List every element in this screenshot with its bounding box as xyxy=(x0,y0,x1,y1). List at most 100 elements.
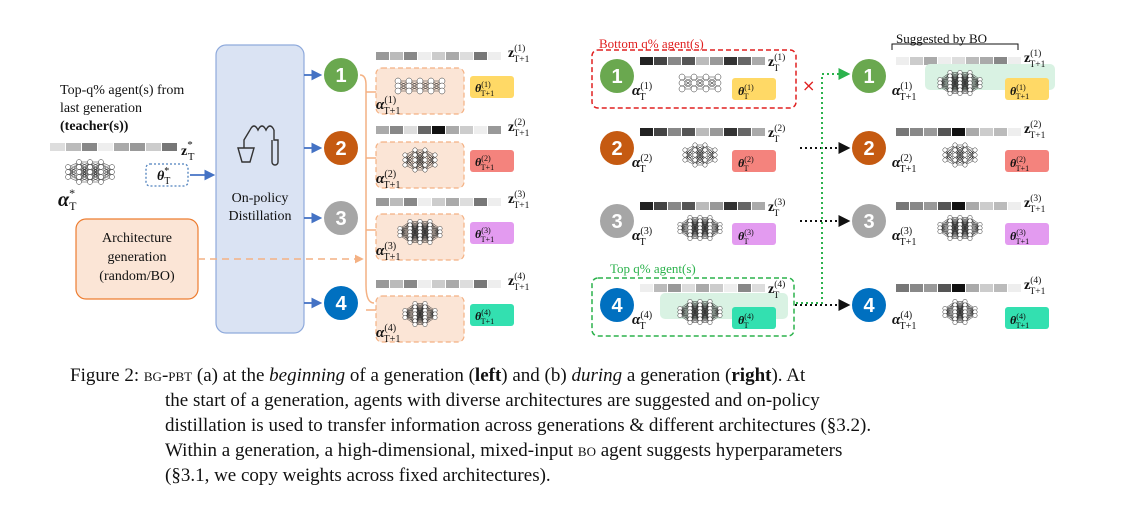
left-agent-circle: 4 xyxy=(324,286,358,320)
svg-text:2: 2 xyxy=(335,138,346,160)
left-agent-circle: 2 xyxy=(324,131,358,165)
left-z-bar xyxy=(376,198,501,206)
before-agent-theta-box xyxy=(732,150,776,172)
caption-line-3: distillation is used to transfer informa… xyxy=(165,415,872,436)
svg-text:3: 3 xyxy=(863,211,874,233)
figure-caption: Figure 2: bg-pbt (a) at the beginning of… xyxy=(70,363,1070,488)
after-agent-z-label: z(3)T+1 xyxy=(1024,194,1046,215)
before-agent-theta-label: θ(2)T xyxy=(738,154,754,174)
teacher-text-line2: last generation xyxy=(60,101,143,116)
teacher-text-line3: (teacher(s)) xyxy=(60,119,129,134)
left-agent-circle: 1 xyxy=(324,58,358,92)
svg-text:3: 3 xyxy=(611,211,622,233)
left-agent-network xyxy=(402,147,438,173)
after-agent-theta-label: θ(2)T+1 xyxy=(1010,154,1030,174)
left-z-bar xyxy=(376,126,501,134)
after-agent-network xyxy=(942,299,978,325)
left-agent-theta-label: θ(2)T+1 xyxy=(475,153,495,173)
caption-line-4: Within a generation, a high-dimensional,… xyxy=(165,440,843,461)
left-agent-circle: 3 xyxy=(324,201,358,235)
teacher-text-line1: Top-q% agent(s) from xyxy=(60,83,185,98)
after-agent-theta-box xyxy=(1005,307,1049,329)
left-agent-theta-label: θ(3)T+1 xyxy=(475,225,495,245)
caption-line-2: the start of a generation, agents with d… xyxy=(165,390,820,411)
before-agent-z-label: z(2)T xyxy=(768,124,786,145)
after-agent-network xyxy=(937,215,983,241)
bottom-agents-label: Bottom q% agent(s) xyxy=(599,36,704,51)
teacher-z-bar xyxy=(50,143,177,151)
before-agent-alpha-label: α(4)T xyxy=(632,309,653,333)
after-z-bar xyxy=(896,202,1021,210)
before-agent-circle: 3 xyxy=(600,204,634,238)
svg-text:2: 2 xyxy=(611,138,622,160)
exploit-arrow xyxy=(796,68,851,304)
left-agent-theta-label: θ(4)T+1 xyxy=(475,307,495,327)
left-z-bar xyxy=(376,280,501,288)
after-agent-z-label: z(1)T+1 xyxy=(1024,49,1046,70)
left-agent-network xyxy=(397,219,443,245)
before-agent-alpha-label: α(3)T xyxy=(632,225,653,249)
after-agent-theta-label: θ(4)T+1 xyxy=(1010,311,1030,331)
arch-text-line3: (random/BO) xyxy=(99,269,175,284)
after-agent-circle: 2 xyxy=(852,131,886,165)
top-agents-label: Top q% agent(s) xyxy=(610,261,696,276)
after-agent-network xyxy=(937,70,983,96)
before-z-bar xyxy=(640,284,765,292)
distillation-box xyxy=(215,44,305,334)
svg-text:2: 2 xyxy=(863,138,874,160)
after-agent-theta-label: θ(1)T+1 xyxy=(1010,82,1030,102)
before-agent-z-label: z(3)T xyxy=(768,198,786,219)
before-agent-theta-label: θ(3)T xyxy=(738,227,754,247)
left-agent-network xyxy=(402,301,438,327)
before-agent-alpha-label: α(1)T xyxy=(632,80,653,104)
before-agent-theta-label: θ(4)T xyxy=(738,311,754,331)
left-agent-theta-box xyxy=(470,304,514,326)
left-agent-z-label: z(4)T+1 xyxy=(508,272,530,293)
after-agent-theta-box xyxy=(1005,150,1049,172)
svg-text:1: 1 xyxy=(863,66,874,88)
left-agent-alpha-label: α(1)T+1 xyxy=(376,94,401,118)
left-agent-alpha-label: α(2)T+1 xyxy=(376,168,401,192)
left-agent-theta-box xyxy=(470,150,514,172)
after-agent-circle: 1 xyxy=(852,59,886,93)
after-z-bar xyxy=(896,57,1021,65)
before-agent-circle: 4 xyxy=(600,288,634,322)
figure-canvas: 1 2 3 4 1 1 2 2 3 3 4 4 xyxy=(50,43,1055,343)
left-agent-theta-box xyxy=(470,76,514,98)
before-agent-network xyxy=(677,215,723,241)
before-z-bar xyxy=(640,202,765,210)
after-agent-z-label: z(2)T+1 xyxy=(1024,120,1046,141)
teacher-alpha-label: α*T xyxy=(58,186,77,213)
cross-mark: × xyxy=(802,76,816,95)
svg-text:4: 4 xyxy=(335,293,347,315)
left-agent-alpha-label: α(4)T+1 xyxy=(376,322,401,346)
before-agent-theta-box xyxy=(732,78,776,100)
before-agent-theta-label: θ(1)T xyxy=(738,82,754,102)
after-agent-z-label: z(4)T+1 xyxy=(1024,276,1046,297)
caption-line-1: Figure 2: bg-pbt (a) at the beginning of… xyxy=(70,365,806,386)
after-agent-theta-label: θ(3)T+1 xyxy=(1010,227,1030,247)
before-agent-network xyxy=(677,299,723,325)
svg-text:1: 1 xyxy=(335,65,346,87)
distillation-icon xyxy=(237,125,279,166)
arch-text-line1: Architecture xyxy=(102,231,172,246)
svg-text:3: 3 xyxy=(335,208,346,230)
suggested-bracket xyxy=(891,43,1019,50)
left-bracket xyxy=(359,74,375,304)
svg-text:4: 4 xyxy=(611,295,623,317)
before-agent-network xyxy=(678,73,722,93)
left-agent-z-label: z(1)T+1 xyxy=(508,44,530,65)
left-agent-network xyxy=(394,77,446,95)
after-agent-theta-box xyxy=(1005,223,1049,245)
before-agent-z-label: z(1)T xyxy=(768,53,786,74)
after-agent-alpha-label: α(1)T+1 xyxy=(892,80,917,104)
before-agent-z-label: z(4)T xyxy=(768,280,786,301)
caption-line-5: (§3.1, we copy weights across fixed arch… xyxy=(165,465,551,486)
before-agent-circle: 2 xyxy=(600,131,634,165)
teacher-theta-box xyxy=(145,163,189,187)
before-agent-theta-box xyxy=(732,223,776,245)
after-agent-alpha-label: α(3)T+1 xyxy=(892,225,917,249)
after-agent-circle: 4 xyxy=(852,288,886,322)
before-agent-circle: 1 xyxy=(600,59,634,93)
top-agents-box xyxy=(591,277,795,337)
